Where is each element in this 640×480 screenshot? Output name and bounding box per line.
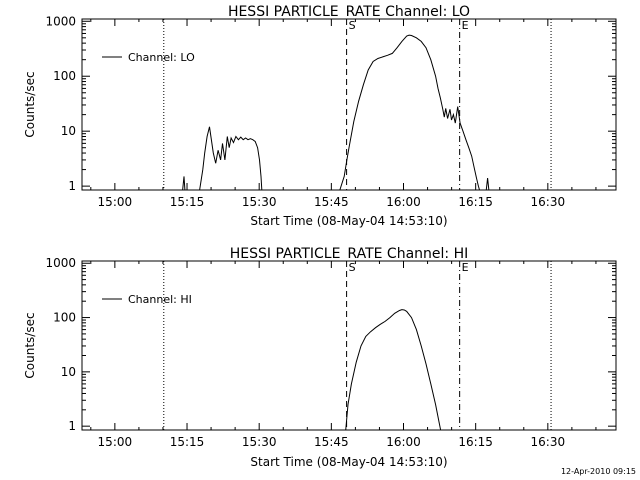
hi-channel-axes-frame: [81, 260, 617, 431]
hi-channel-legend-label: Channel: HI: [128, 293, 192, 306]
lo-channel-x-tick-label: 15:45: [314, 195, 349, 209]
lo-channel-x-tick-label: 16:15: [458, 195, 493, 209]
lo-channel-data-line: [339, 34, 481, 190]
lo-channel-x-axis-label: Start Time (08-May-04 14:53:10): [250, 214, 447, 228]
lo-channel-x-tick-label: 16:30: [531, 195, 566, 209]
lo-channel-marker-label: E: [462, 19, 469, 32]
lo-channel-x-tick-label: 15:00: [98, 195, 133, 209]
lo-channel-y-tick-label: 100: [53, 69, 76, 83]
hi-channel-marker-label: S: [349, 261, 356, 274]
lo-channel-y-axis-label: Counts/sec: [23, 71, 37, 137]
hi-channel-y-tick-label: 1: [68, 419, 76, 433]
lo-channel-y-tick-label: 1000: [45, 14, 76, 28]
hi-channel-y-axis-label: Counts/sec: [23, 312, 37, 378]
lo-channel-marker-label: S: [349, 19, 356, 32]
hi-channel-series-group: [345, 309, 442, 430]
lo-channel-legend-label: Channel: LO: [128, 51, 195, 64]
hi-channel-x-tick-label: 16:15: [458, 435, 493, 449]
hi-channel-y-tick-label: 100: [53, 311, 76, 325]
plot-timestamp: 12-Apr-2010 09:15: [561, 467, 636, 476]
lo-channel-series-group: [182, 34, 490, 190]
lo-channel-data-line: [199, 126, 263, 190]
lo-channel-x-tick-label: 15:30: [242, 195, 277, 209]
hi-channel-chart-title: HESSI PARTICLE_RATE Channel: HI: [230, 246, 468, 262]
hi-channel-x-tick-label: 16:30: [531, 435, 566, 449]
lo-channel-chart-title: HESSI PARTICLE_RATE Channel: LO: [228, 4, 470, 20]
hi-channel-x-tick-label: 15:15: [170, 435, 205, 449]
hi-channel-x-tick-label: 16:00: [386, 435, 421, 449]
hi-channel-y-tick-label: 1000: [45, 256, 76, 270]
lo-channel-data-line: [485, 178, 490, 190]
lo-channel-x-tick-label: 15:15: [170, 195, 205, 209]
lo-channel-data-line: [182, 176, 186, 190]
hi-channel-marker-label: E: [462, 261, 469, 274]
lo-channel-y-tick-label: 1: [68, 179, 76, 193]
lo-channel-y-tick-label: 10: [61, 124, 76, 138]
hi-channel-y-tick-label: 10: [61, 365, 76, 379]
hi-channel-x-tick-label: 15:45: [314, 435, 349, 449]
hi-channel-x-tick-label: 15:00: [98, 435, 133, 449]
hi-channel-data-line: [345, 309, 442, 430]
hi-channel-panel: HESSI PARTICLE_RATE Channel: HI Start Tim…: [23, 246, 617, 469]
hi-channel-x-tick-label: 15:30: [242, 435, 277, 449]
lo-channel-x-tick-label: 16:00: [386, 195, 421, 209]
lo-channel-panel: HESSI PARTICLE_RATE Channel: LO Start Tim…: [23, 4, 617, 228]
hi-channel-x-axis-label: Start Time (08-May-04 14:53:10): [250, 455, 447, 469]
lo-channel-axes-frame: [81, 18, 617, 191]
